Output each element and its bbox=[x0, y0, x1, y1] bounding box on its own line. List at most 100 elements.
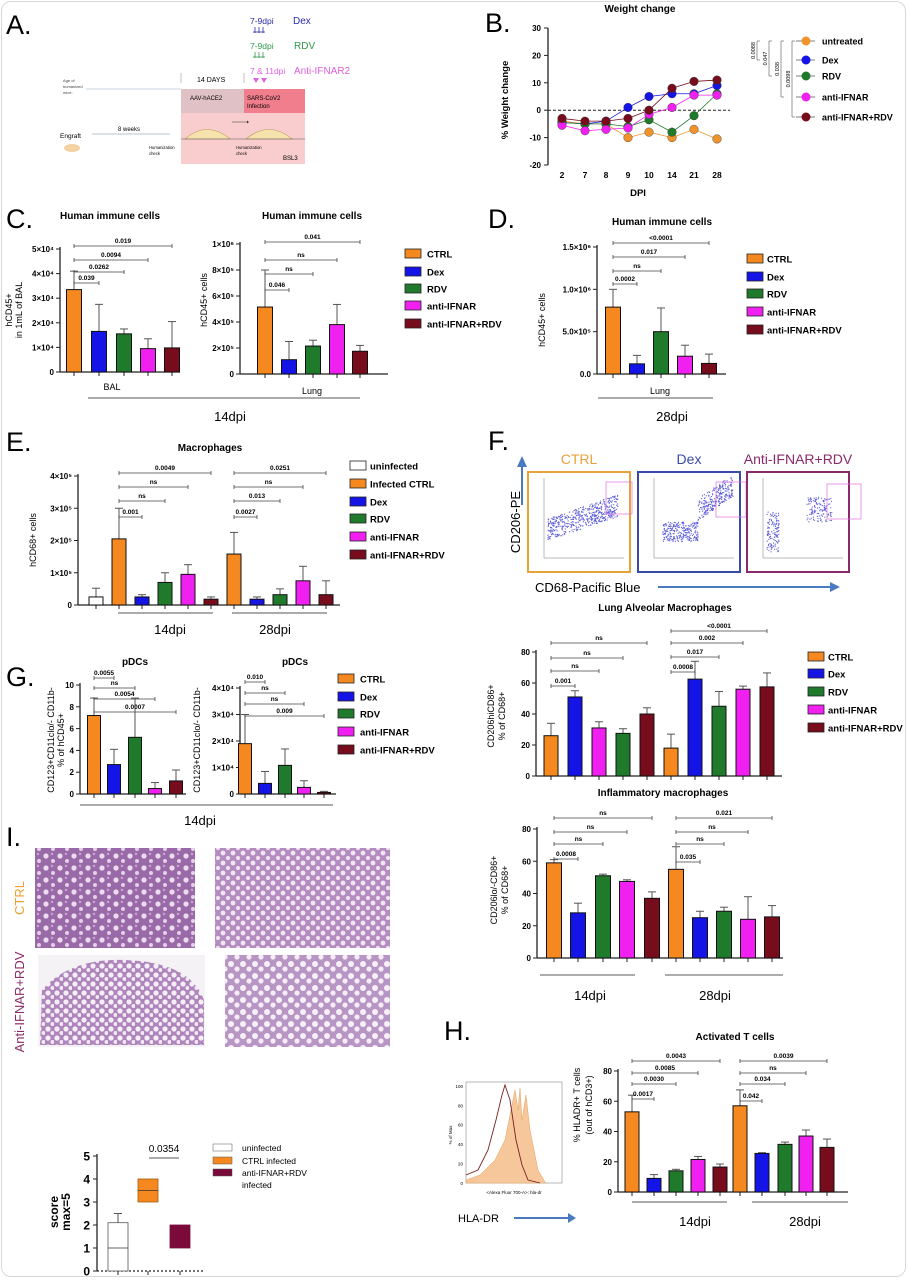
event-dot bbox=[606, 512, 608, 514]
event-dot bbox=[592, 508, 594, 511]
event-dot bbox=[606, 511, 608, 513]
event-dot bbox=[607, 511, 609, 513]
event-dot bbox=[687, 535, 689, 538]
event-dot bbox=[561, 529, 563, 531]
event-dot bbox=[772, 532, 774, 534]
event-dot bbox=[547, 538, 549, 540]
event-dot bbox=[721, 498, 723, 500]
event-dot bbox=[773, 529, 775, 532]
data-point bbox=[557, 113, 567, 123]
data-point bbox=[601, 116, 611, 126]
event-dot bbox=[767, 511, 769, 513]
aav-label: AAV-hACE2 bbox=[190, 96, 223, 102]
bar-anti-ifnar bbox=[735, 688, 751, 777]
event-dot bbox=[725, 499, 727, 502]
event-dot bbox=[676, 528, 678, 530]
y-tick-label: 1.5×10⁶ bbox=[563, 243, 592, 252]
event-dot bbox=[686, 536, 688, 538]
legend-swatch bbox=[807, 686, 825, 697]
event-dot bbox=[705, 504, 707, 507]
event-dot bbox=[698, 516, 700, 518]
bar-anti-ifnar bbox=[798, 1135, 814, 1193]
event-dot bbox=[594, 519, 596, 521]
event-dot bbox=[564, 513, 566, 515]
panel-letter-f: F. bbox=[488, 426, 509, 456]
p-value-label: 0.009 bbox=[276, 708, 293, 715]
event-dot bbox=[582, 508, 584, 511]
event-dot bbox=[685, 529, 687, 531]
event-dot bbox=[587, 509, 589, 511]
event-dot bbox=[721, 484, 724, 486]
y-tick-label: 2×10⁵ bbox=[212, 344, 234, 353]
legend-label: RDV bbox=[370, 515, 391, 526]
event-dot bbox=[553, 525, 555, 527]
y-tick-label: 10 bbox=[65, 681, 74, 690]
event-dot bbox=[695, 524, 698, 526]
bar-rdv bbox=[157, 581, 173, 606]
y-tick-label: 40 bbox=[522, 890, 531, 899]
event-dot bbox=[825, 519, 827, 521]
event-dot bbox=[664, 531, 666, 533]
event-dot bbox=[611, 514, 613, 517]
data-point bbox=[623, 102, 633, 112]
event-dot bbox=[710, 500, 712, 502]
bar-anti-ifnar-rdv bbox=[164, 347, 180, 373]
event-dot bbox=[673, 521, 675, 524]
event-dot bbox=[609, 515, 611, 517]
event-dot bbox=[553, 528, 555, 531]
event-dot bbox=[609, 505, 611, 507]
bar-anti-ifnar bbox=[329, 324, 345, 375]
y-tick-label: 2×10⁴ bbox=[32, 319, 54, 328]
bar-rdv bbox=[716, 910, 732, 959]
event-dot bbox=[667, 521, 669, 523]
event-dot bbox=[566, 526, 568, 528]
event-dot bbox=[589, 505, 591, 508]
bar-uninfected bbox=[88, 596, 104, 606]
legend-swatch bbox=[404, 266, 422, 277]
x-marker-label: HLA-DR bbox=[458, 1213, 499, 1225]
event-dot bbox=[561, 520, 563, 522]
bar-dex bbox=[567, 696, 583, 777]
event-dot bbox=[587, 520, 589, 522]
y-tick-label: 1 bbox=[83, 1242, 90, 1256]
event-dot bbox=[701, 514, 703, 516]
event-dot bbox=[694, 532, 696, 534]
event-dot bbox=[578, 518, 580, 520]
event-dot bbox=[769, 538, 772, 540]
event-dot bbox=[582, 521, 584, 523]
event-dot bbox=[816, 515, 818, 518]
event-dot bbox=[702, 516, 705, 518]
bar-ctrl bbox=[66, 289, 82, 373]
event-dot bbox=[717, 499, 720, 501]
event-dot bbox=[727, 488, 729, 490]
y-axis-label: hCD45+ cells bbox=[537, 293, 547, 347]
engraft-label: Engraft bbox=[60, 133, 81, 140]
legend-swatch bbox=[404, 248, 422, 259]
event-dot bbox=[573, 528, 575, 531]
event-dot bbox=[689, 525, 691, 527]
event-dot bbox=[668, 525, 670, 527]
event-dot bbox=[830, 497, 832, 499]
y-tick-label: -20 bbox=[529, 161, 541, 170]
event-dot bbox=[830, 515, 832, 518]
event-dot bbox=[672, 529, 674, 531]
event-dot bbox=[815, 510, 817, 512]
y-tick-label: 2×10⁴ bbox=[212, 737, 234, 746]
legend-marker bbox=[801, 92, 811, 102]
event-dot bbox=[716, 497, 719, 499]
legend-item: RDV bbox=[349, 513, 391, 526]
y-tick-label: 0 bbox=[70, 790, 75, 799]
event-dot bbox=[768, 538, 770, 540]
event-dot bbox=[553, 518, 555, 520]
event-dot bbox=[608, 502, 610, 505]
data-point bbox=[689, 124, 699, 134]
p-value-label: ns bbox=[583, 650, 591, 657]
panel-letter-e: E. bbox=[6, 427, 32, 457]
event-dot bbox=[662, 540, 664, 542]
event-dot bbox=[705, 510, 707, 512]
event-dot bbox=[814, 506, 816, 509]
event-dot bbox=[597, 514, 599, 516]
event-dot bbox=[816, 498, 818, 500]
event-dot bbox=[826, 520, 828, 523]
event-dot bbox=[820, 519, 822, 522]
